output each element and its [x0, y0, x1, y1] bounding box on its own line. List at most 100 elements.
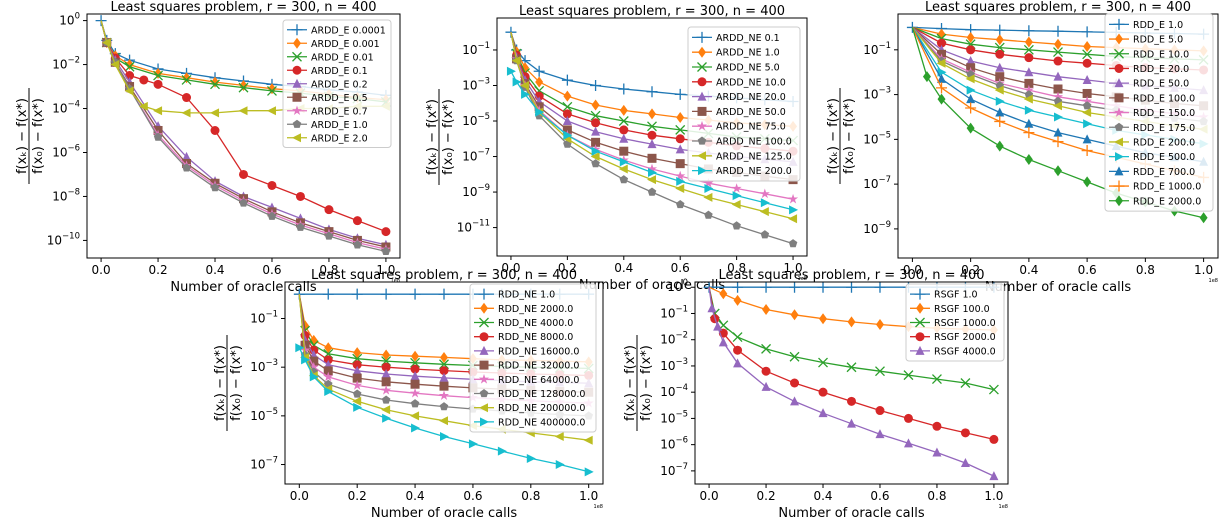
data-point [819, 313, 828, 325]
legend-marker [1113, 18, 1125, 30]
data-point [995, 72, 1005, 82]
axes-frame [284, 281, 604, 485]
legend-item: ARDD_E 0.7 [287, 105, 368, 117]
legend-label: ARDD_NE 5.0 [716, 63, 780, 74]
y-tick-label: 10−1 [462, 41, 490, 57]
data-point [1023, 25, 1035, 37]
x-axis-label: Number of oracle calls [985, 280, 1132, 295]
legend-label: RDD_E 1000.0 [1133, 182, 1201, 193]
data-point [1054, 112, 1063, 122]
legend-label: RSGF 1000.0 [934, 318, 996, 329]
legend-marker [914, 288, 926, 300]
data-point [718, 337, 728, 347]
legend-label: ARDD_NE 100.0 [716, 137, 792, 148]
legend-marker [698, 166, 707, 176]
x-scale-label: 1e8 [999, 504, 1008, 510]
data-point [788, 239, 798, 248]
legend-item: RDD_E 5.0 [1109, 33, 1183, 46]
data-point [267, 85, 277, 96]
legend-label: ARDD_E 1.0 [311, 120, 368, 131]
data-point [1053, 47, 1063, 58]
legend-marker [480, 302, 488, 314]
data-point [847, 418, 856, 428]
legend-marker [1114, 122, 1124, 131]
data-point [352, 373, 362, 383]
data-point [788, 193, 799, 204]
data-point [966, 56, 976, 66]
legend-label: ARDD_NE 10.0 [716, 77, 786, 88]
data-point [381, 377, 391, 387]
data-point [707, 303, 717, 313]
legend-box [282, 19, 392, 148]
legend-marker [1113, 180, 1125, 192]
x-tick-label: 0.4 [406, 489, 425, 503]
legend-marker [1114, 137, 1123, 147]
data-point [353, 347, 362, 359]
x-tick-label: 0.2 [961, 263, 980, 277]
data-point [903, 438, 913, 448]
data-point [210, 126, 220, 136]
data-point [960, 378, 971, 388]
legend-item: RDD_E 100.0 [1109, 93, 1195, 104]
legend-label: ARDD_E 0.7 [311, 106, 368, 117]
axes-frame [86, 13, 401, 259]
data-point [713, 321, 723, 331]
data-point [733, 294, 742, 306]
data-point [468, 439, 478, 449]
legend-marker [697, 91, 707, 101]
data-point [562, 101, 573, 112]
y-axis-label: f(xₖ) − f(x*) f(x₀) − f(x*) [826, 88, 857, 184]
legend-label: RDD_E 50.0 [1133, 79, 1189, 90]
legend-marker [696, 31, 708, 43]
data-point [1053, 71, 1063, 81]
data-point [562, 116, 572, 126]
legend-label: RDD_E 2000.0 [1133, 196, 1201, 207]
legend-item: ARDD_E 0.5 [287, 92, 368, 104]
data-point [994, 42, 1005, 53]
data-point [1024, 53, 1034, 63]
data-point [182, 151, 192, 161]
x-axis-label: Number of oracle calls [579, 278, 726, 293]
legend-item: RDD_E 50.0 [1109, 78, 1189, 90]
legend-label: RDD_E 500.0 [1133, 152, 1195, 163]
data-point [352, 389, 362, 398]
data-point [1081, 145, 1093, 157]
y-axis-label: f(xₖ) − f(x*) f(x₀) − f(x*) [425, 89, 456, 185]
legend: ARDD_NE 0.1 ARDD_NE 1.0 ARDD_NE 5.0 ARDD_NE… [687, 26, 801, 182]
data-point [591, 99, 600, 111]
data-point [932, 421, 942, 431]
data-point [675, 144, 685, 154]
data-point [618, 83, 630, 95]
legend-item: ARDD_NE 75.0 [692, 120, 786, 133]
data-point [719, 288, 728, 300]
data-point [590, 110, 601, 121]
y-tick-label: 10−7 [863, 175, 891, 191]
legend-marker [1114, 48, 1124, 59]
x-tick-label: 0.8 [927, 489, 946, 503]
data-point [381, 405, 391, 415]
legend-marker [1115, 152, 1124, 162]
data-point [647, 175, 656, 185]
data-point [1024, 118, 1034, 128]
legend-label: RDD_E 100.0 [1133, 93, 1195, 104]
data-point [647, 139, 657, 149]
data-point [409, 288, 421, 300]
legend-item: RDD_E 1000.0 [1109, 180, 1201, 193]
legend-marker [1114, 166, 1124, 176]
legend: ARDD_E 0.0001 ARDD_E 0.001 ARDD_E 0.01 ARDD… [282, 19, 392, 148]
legend-marker [697, 151, 706, 161]
legend-marker [697, 136, 707, 145]
data-point [994, 85, 1004, 95]
data-point [266, 106, 276, 116]
y-tick-label: 10−5 [462, 112, 490, 128]
y-tick-label: 10−4 [52, 100, 80, 116]
data-point [380, 288, 392, 300]
legend-item: RDD_E 150.0 [1109, 107, 1195, 119]
legend: RDD_NE 1.0 RDD_NE 2000.0 RDD_NE 4000.0 RDD_… [469, 283, 597, 433]
legend-label: RSGF 4000.0 [934, 346, 996, 357]
data-point [922, 71, 931, 83]
data-point [618, 164, 628, 174]
data-point [704, 184, 714, 194]
legend-marker [1115, 33, 1123, 45]
